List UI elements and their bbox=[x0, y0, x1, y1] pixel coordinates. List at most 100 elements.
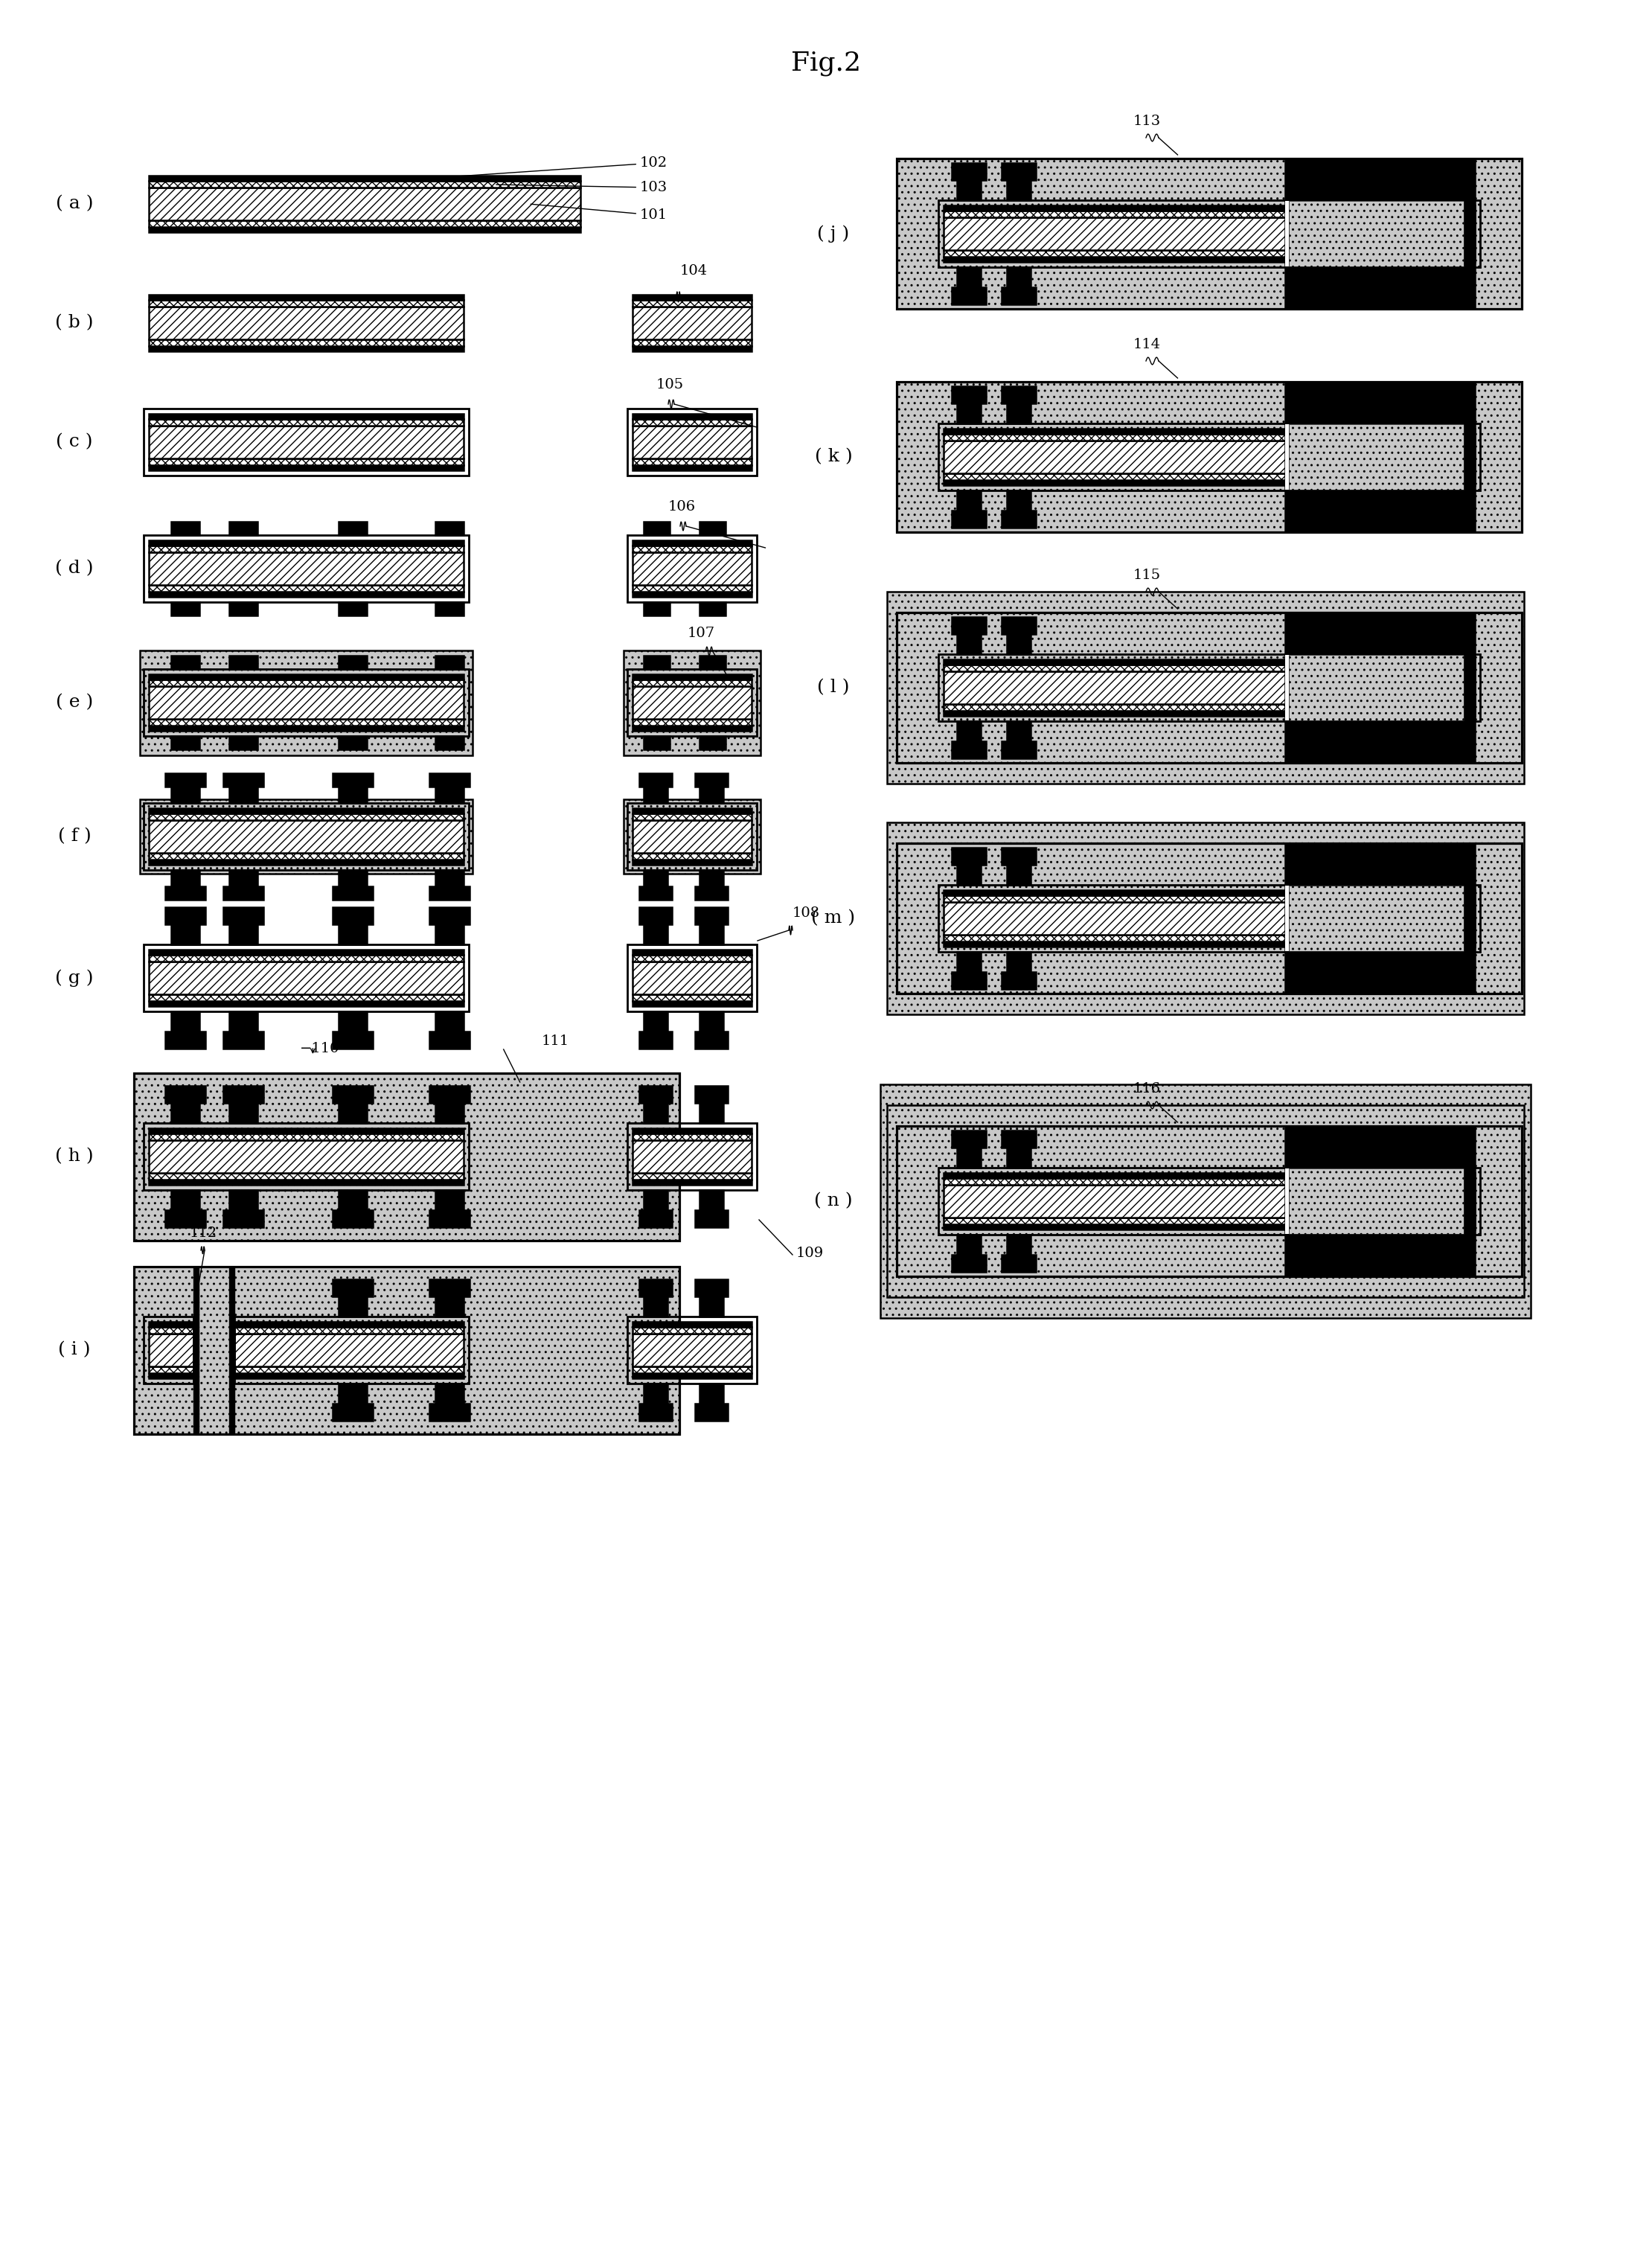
Bar bbox=[172, 869, 200, 887]
Bar bbox=[633, 546, 752, 553]
Text: ( b ): ( b ) bbox=[55, 314, 94, 332]
Bar bbox=[1464, 612, 1475, 763]
Bar bbox=[952, 287, 986, 305]
Bar bbox=[1289, 425, 1464, 490]
Bar bbox=[149, 345, 464, 352]
Bar bbox=[943, 671, 1475, 704]
Bar bbox=[633, 820, 752, 854]
Bar bbox=[144, 535, 469, 603]
Bar bbox=[339, 869, 367, 887]
Bar bbox=[1006, 1147, 1031, 1167]
Bar bbox=[149, 1140, 464, 1172]
Bar bbox=[897, 1127, 1521, 1276]
Bar bbox=[628, 1316, 757, 1384]
Bar bbox=[165, 1032, 205, 1048]
Bar bbox=[144, 804, 469, 869]
Bar bbox=[149, 1129, 464, 1134]
Bar bbox=[1006, 490, 1031, 510]
Text: 113: 113 bbox=[1133, 115, 1161, 129]
Bar bbox=[1285, 951, 1475, 994]
Bar bbox=[1295, 704, 1399, 711]
Bar bbox=[436, 786, 464, 804]
Text: 106: 106 bbox=[669, 499, 695, 513]
Bar bbox=[633, 553, 752, 585]
Bar bbox=[172, 924, 200, 944]
Text: 105: 105 bbox=[656, 377, 684, 391]
Bar bbox=[1295, 1217, 1399, 1224]
Text: ( m ): ( m ) bbox=[811, 910, 856, 928]
Bar bbox=[943, 440, 1475, 474]
Bar bbox=[1285, 1127, 1475, 1276]
Bar bbox=[149, 725, 464, 732]
Bar bbox=[1006, 865, 1031, 885]
Bar bbox=[149, 955, 464, 962]
Bar bbox=[149, 592, 464, 596]
Bar bbox=[938, 201, 1480, 266]
Bar bbox=[149, 228, 580, 233]
Text: ( f ): ( f ) bbox=[58, 829, 91, 844]
Bar bbox=[1295, 664, 1399, 671]
Text: 102: 102 bbox=[431, 156, 667, 178]
Bar bbox=[943, 901, 1475, 935]
Bar bbox=[230, 869, 258, 887]
Bar bbox=[633, 675, 752, 680]
Bar bbox=[943, 664, 1475, 671]
Bar bbox=[633, 300, 752, 307]
Bar bbox=[1285, 490, 1475, 533]
Bar bbox=[165, 908, 205, 924]
Bar bbox=[332, 1086, 373, 1102]
Bar bbox=[235, 1321, 464, 1328]
Bar bbox=[644, 1190, 667, 1210]
Bar bbox=[952, 971, 986, 989]
Bar bbox=[149, 458, 464, 465]
Bar bbox=[943, 251, 1475, 257]
Bar bbox=[633, 1179, 752, 1185]
Bar bbox=[149, 413, 464, 420]
Bar bbox=[644, 736, 669, 750]
Bar bbox=[1295, 474, 1399, 481]
Bar bbox=[223, 887, 263, 899]
Bar bbox=[1295, 434, 1399, 440]
Bar bbox=[149, 854, 464, 860]
Bar bbox=[144, 409, 469, 476]
Text: 103: 103 bbox=[496, 181, 667, 194]
Text: 107: 107 bbox=[687, 628, 715, 639]
Bar bbox=[628, 535, 757, 603]
Bar bbox=[644, 869, 667, 887]
Text: 114: 114 bbox=[1133, 339, 1161, 352]
Bar bbox=[1295, 711, 1399, 716]
Bar bbox=[149, 546, 464, 553]
Bar bbox=[633, 813, 752, 820]
Bar bbox=[339, 1190, 367, 1210]
Bar bbox=[223, 1210, 263, 1228]
Bar bbox=[1285, 612, 1475, 763]
Bar bbox=[149, 585, 464, 592]
Bar bbox=[943, 434, 1475, 440]
Text: ( l ): ( l ) bbox=[818, 680, 849, 695]
Bar bbox=[943, 1217, 1475, 1224]
Text: ( g ): ( g ) bbox=[55, 969, 94, 987]
Bar bbox=[1289, 885, 1464, 951]
Bar bbox=[943, 1224, 1475, 1228]
Bar bbox=[430, 1086, 469, 1102]
Bar bbox=[149, 680, 464, 686]
Bar bbox=[1006, 1235, 1031, 1255]
Bar bbox=[235, 1373, 464, 1377]
Bar bbox=[1295, 1172, 1399, 1179]
Bar bbox=[695, 1032, 729, 1048]
Bar bbox=[897, 842, 1521, 994]
Bar bbox=[149, 187, 580, 221]
Bar bbox=[149, 540, 464, 546]
Bar bbox=[957, 266, 981, 287]
Bar bbox=[957, 181, 981, 201]
Bar bbox=[633, 345, 752, 352]
Bar bbox=[149, 307, 464, 339]
Bar bbox=[430, 1032, 469, 1048]
Bar bbox=[628, 1122, 757, 1190]
Bar bbox=[140, 650, 472, 754]
Bar bbox=[695, 1210, 729, 1228]
Bar bbox=[235, 1316, 469, 1384]
Bar bbox=[1006, 266, 1031, 287]
Bar bbox=[639, 908, 672, 924]
Bar bbox=[1295, 1224, 1399, 1228]
